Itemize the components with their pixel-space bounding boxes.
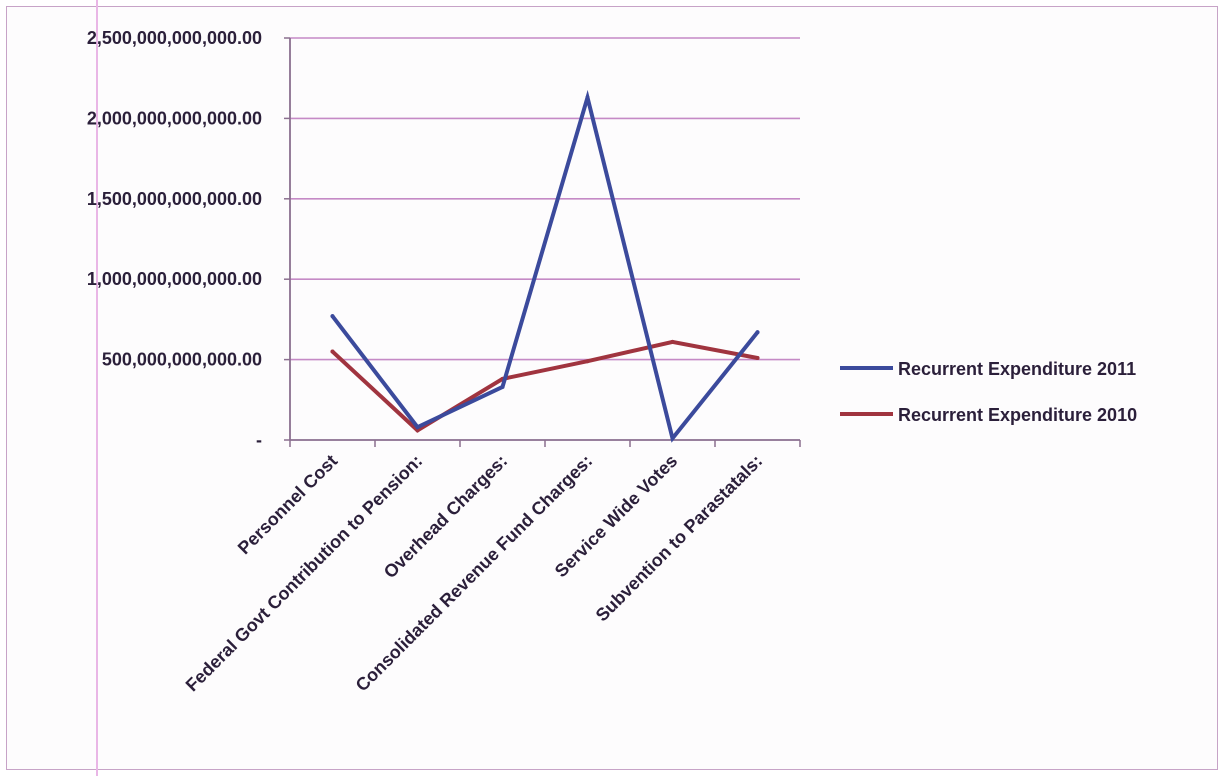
data-point [415,425,420,430]
y-tick-label: 1,000,000,000,000.00 [87,269,262,289]
y-tick-label: 2,500,000,000,000.00 [87,28,262,48]
data-point [585,95,590,100]
data-point [670,436,675,441]
legend: Recurrent Expenditure 2011 Recurrent Expe… [840,359,1137,425]
data-point [330,314,335,319]
data-point [670,339,675,344]
series-lines [330,89,760,443]
legend-label: Recurrent Expenditure 2010 [898,405,1137,425]
y-tick-label: 1,500,000,000,000.00 [87,189,262,209]
data-point [755,355,760,360]
series-line [330,339,760,433]
data-point [755,330,760,335]
y-axis-ticks: - 500,000,000,000.00 1,000,000,000,000.00 1… [87,28,290,450]
data-point [415,428,420,433]
data-point [585,359,590,364]
legend-label: Recurrent Expenditure 2011 [898,359,1136,379]
y-tick-label: 500,000,000,000.00 [102,350,262,370]
series-line [330,89,760,443]
chart-frame [6,6,1218,770]
page-edge [96,0,98,776]
data-point [500,384,505,389]
x-category-label: Subvention to Parastatals: [592,451,767,626]
axes [289,38,801,447]
data-point [330,349,335,354]
y-tick-label: - [256,430,262,450]
gridlines [290,37,800,361]
y-tick-label: 2,000,000,000,000.00 [87,108,262,128]
